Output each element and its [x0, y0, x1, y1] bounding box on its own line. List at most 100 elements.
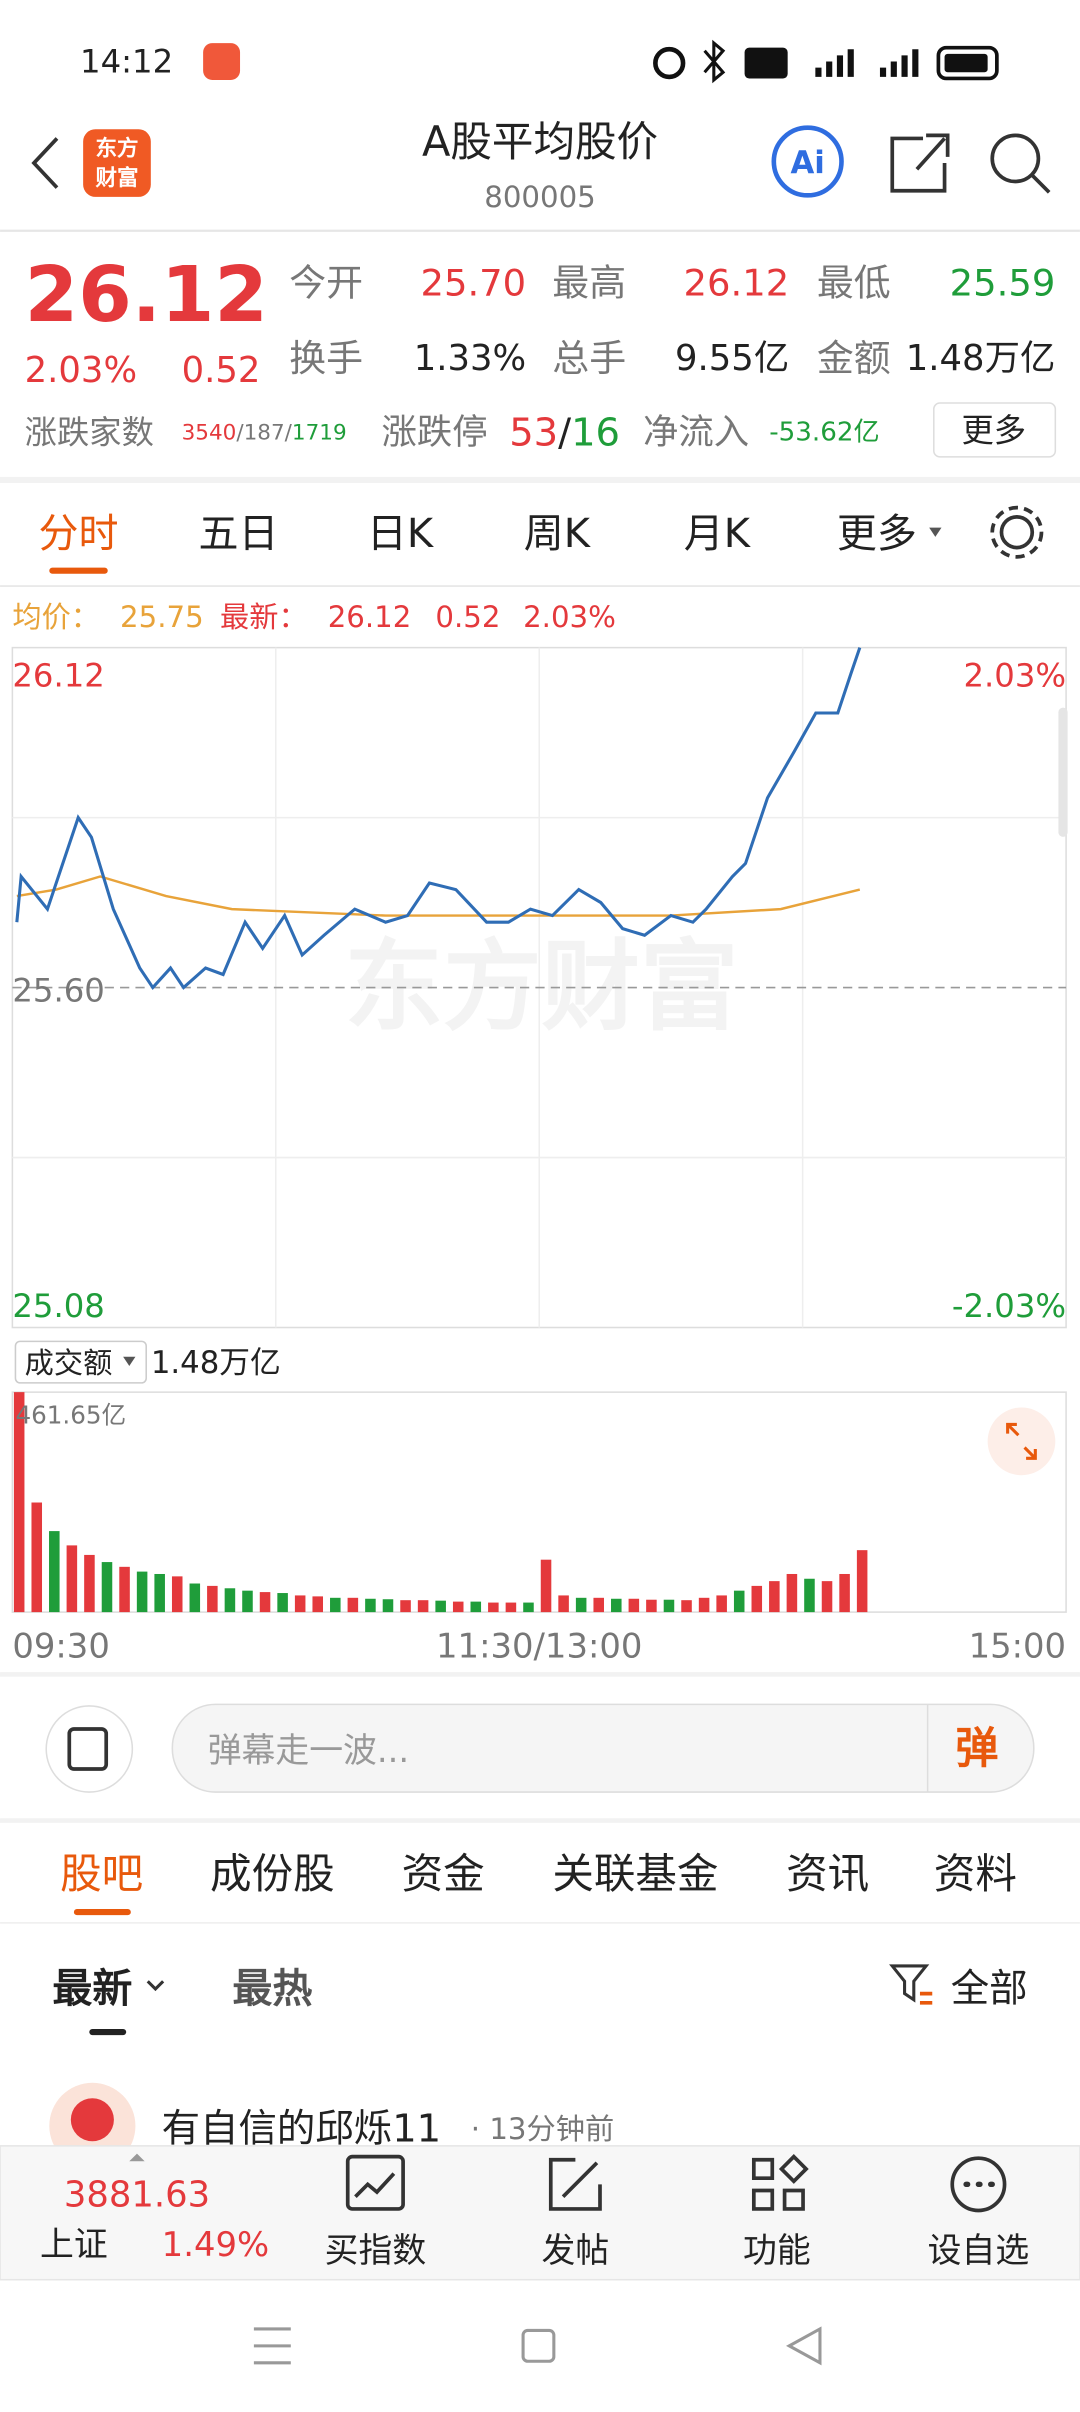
signal-icon	[815, 49, 919, 77]
period-tab[interactable]: 月K	[684, 511, 752, 557]
content-tab[interactable]: 资金	[402, 1849, 485, 1898]
dropdown-arrow	[929, 527, 942, 537]
field-label: 总手	[552, 337, 626, 380]
expand-button[interactable]	[987, 1407, 1056, 1476]
price-chart: 26.12 25.60 25.08 2.03% -2.03%	[12, 647, 1066, 1328]
comment-input[interactable]	[171, 1703, 1035, 1793]
y-tick-label: 26.12	[12, 656, 104, 694]
period-tab[interactable]: 周K	[524, 511, 592, 557]
sort-hot[interactable]: 最热	[232, 1966, 312, 2012]
volume-bar	[312, 1596, 324, 1613]
danmaku-button[interactable]: 弹	[955, 1724, 998, 1774]
limits-label: 涨跌停	[382, 412, 488, 453]
divider	[0, 1818, 1080, 1823]
logo-text: 财富	[95, 165, 138, 191]
comment-list-button[interactable]	[45, 1705, 134, 1793]
last-change: 0.52	[435, 600, 500, 634]
ai-button[interactable]	[771, 125, 844, 198]
bottom-button[interactable]: 设自选	[928, 2231, 1029, 2270]
logo-text: 东方	[95, 136, 138, 162]
logo	[83, 129, 151, 197]
breadth-label: 涨跌家数	[25, 413, 154, 451]
content-tab[interactable]: 资料	[934, 1849, 1017, 1898]
volume-bar	[277, 1593, 288, 1613]
divider	[0, 476, 1080, 484]
dropdown-arrow	[123, 1356, 136, 1366]
field-label: 换手	[289, 337, 363, 380]
volume-bar	[575, 1597, 587, 1613]
field-label: 今开	[289, 262, 363, 305]
post-time: · 13分钟前	[471, 2112, 614, 2146]
bottom-button[interactable]: 买指数	[325, 2231, 426, 2270]
bottom-button[interactable]: 功能	[743, 2231, 811, 2270]
bottom-button[interactable]: 发帖	[542, 2231, 610, 2270]
volume-bar	[681, 1600, 692, 1613]
separator: /	[236, 420, 244, 445]
period-tab[interactable]: 更多	[837, 511, 917, 557]
more-button[interactable]	[933, 402, 1057, 458]
volume-bar	[365, 1598, 376, 1613]
x-tick-label: 09:30	[12, 1626, 109, 1665]
nav-home[interactable]	[521, 2328, 556, 2363]
volume-bar	[523, 1602, 534, 1613]
search-button[interactable]	[990, 133, 1041, 184]
filter-icon-accent	[919, 1991, 933, 2005]
content-tab[interactable]: 资讯	[786, 1849, 869, 1898]
stock-title: A股平均股价	[422, 117, 658, 166]
last-label: 最新：	[220, 600, 308, 634]
y2-tick-label: 2.03%	[963, 656, 1066, 694]
index-value[interactable]: 3881.63	[64, 2175, 210, 2216]
volume-bar	[663, 1599, 675, 1613]
buy-index-icon-line	[354, 2172, 396, 2198]
share-button[interactable]	[890, 133, 950, 193]
filter-icon[interactable]	[889, 1964, 930, 2003]
index-name: 上证	[40, 2225, 108, 2264]
volume-bar	[856, 1550, 868, 1613]
post-user[interactable]: 有自信的邱烁11	[162, 2106, 442, 2151]
flow-label: 净流入	[643, 412, 749, 453]
function-icon	[751, 2154, 809, 2211]
volume-bar	[505, 1602, 517, 1613]
volume-bar	[821, 1581, 833, 1613]
period-tab[interactable]: 日K	[367, 511, 435, 557]
content-tab[interactable]: 关联基金	[552, 1849, 718, 1898]
nav-menu[interactable]	[253, 2327, 291, 2365]
volume-bar	[154, 1573, 165, 1613]
field-value: 1.33%	[414, 338, 526, 379]
content-tab[interactable]: 股吧	[60, 1849, 143, 1898]
back-button[interactable]	[31, 137, 59, 189]
volume-selector[interactable]	[14, 1340, 147, 1384]
period-tabs: 分时 五日 日K 周K 月K 更多	[39, 511, 942, 557]
volume-bar	[330, 1597, 341, 1613]
volume-bar	[540, 1559, 552, 1613]
bottom-buttons: 买指数 发帖 功能 设自选	[325, 2231, 1029, 2270]
volume-bar	[804, 1578, 815, 1613]
volume-bar	[769, 1581, 780, 1613]
volume-bar	[136, 1571, 148, 1613]
sort-latest[interactable]: 最新	[52, 1966, 132, 2012]
avg-value: 25.75	[120, 600, 204, 634]
period-tab[interactable]: 分时	[39, 511, 119, 557]
nav-back[interactable]	[786, 2326, 822, 2366]
avg-line	[16, 875, 861, 917]
volume-bar	[49, 1531, 60, 1613]
y-tick-label: 25.60	[12, 972, 104, 1010]
breadth-up: 3540	[182, 420, 237, 445]
filter-label[interactable]: 全部	[951, 1966, 1028, 2011]
settings-button[interactable]	[999, 515, 1035, 550]
limit-down: 16	[571, 410, 620, 455]
volume-bar	[593, 1597, 604, 1613]
x-tick-label: 15:00	[969, 1626, 1067, 1665]
volume-total: 1.48万亿	[151, 1345, 281, 1381]
volume-frame	[11, 1391, 1067, 1613]
battery-icon	[936, 45, 999, 81]
field-value: 25.70	[420, 262, 526, 305]
comment-list-icon	[67, 1727, 109, 1771]
ai-label: Ai	[790, 145, 824, 181]
period-tab[interactable]: 五日	[199, 511, 279, 557]
volume-bar	[101, 1562, 113, 1613]
volume-bar	[435, 1600, 446, 1613]
volume-bar	[400, 1600, 411, 1613]
last-pct: 2.03%	[523, 600, 616, 634]
content-tab[interactable]: 成份股	[210, 1849, 335, 1898]
